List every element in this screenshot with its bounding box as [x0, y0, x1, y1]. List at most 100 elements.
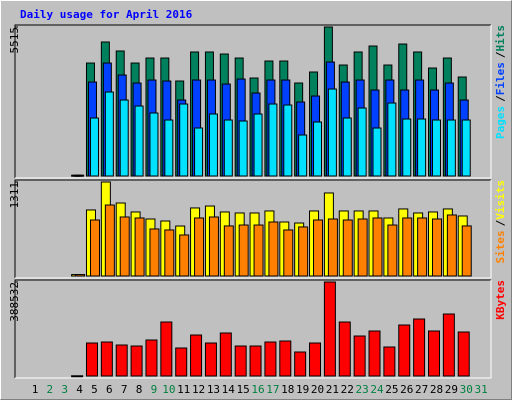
x-tick-label: 29 — [445, 383, 458, 396]
bar — [283, 229, 294, 277]
bar — [160, 321, 173, 377]
bar — [119, 99, 129, 177]
y-tick-label: 1311 — [8, 182, 21, 209]
x-tick-label: 12 — [192, 383, 205, 396]
bar — [264, 341, 277, 377]
bar — [175, 347, 188, 377]
bar — [119, 216, 130, 277]
bar — [238, 224, 249, 277]
legend: Sites /Visits — [494, 180, 507, 264]
bar — [353, 335, 366, 377]
legend-entry: KBytes — [494, 280, 507, 320]
x-tick-label: 16 — [251, 383, 264, 396]
bar — [442, 313, 455, 377]
bar — [446, 119, 456, 177]
bar — [164, 229, 175, 277]
bar — [457, 331, 470, 377]
bar — [190, 334, 203, 377]
bar — [368, 330, 381, 377]
panel-edge-light — [15, 180, 492, 279]
x-tick-label: 2 — [47, 383, 54, 396]
bar — [387, 102, 397, 177]
bar — [194, 217, 205, 277]
bar — [402, 118, 412, 177]
bar — [75, 274, 86, 277]
bar — [89, 219, 100, 277]
bar — [253, 224, 264, 277]
x-tick-label: 3 — [61, 383, 68, 396]
y-tick-label: 5515 — [8, 27, 21, 54]
bar — [219, 332, 232, 377]
bar — [253, 113, 263, 177]
bar — [461, 225, 472, 277]
bar — [342, 117, 352, 177]
x-tick-label: 23 — [356, 383, 369, 396]
panel-edge-dark — [14, 279, 491, 378]
bar — [85, 342, 98, 377]
legend-separator: / — [494, 219, 507, 226]
bar — [372, 217, 383, 277]
bar — [323, 281, 336, 377]
bar — [357, 107, 367, 177]
bar — [149, 228, 160, 277]
bar — [145, 339, 158, 377]
bar — [387, 224, 398, 277]
legend: KBytes — [494, 280, 507, 320]
bar — [71, 375, 84, 378]
legend-entry: Visits — [494, 180, 507, 220]
x-tick-label: 18 — [281, 383, 294, 396]
x-tick-label: 10 — [162, 383, 175, 396]
x-tick-label: 28 — [430, 383, 443, 396]
bar — [298, 134, 308, 177]
bar — [383, 346, 396, 377]
x-tick-label: 21 — [326, 383, 339, 396]
bar — [398, 324, 411, 377]
bar — [204, 342, 217, 377]
bar — [413, 318, 426, 377]
bar — [313, 121, 323, 177]
x-tick-label: 24 — [370, 383, 384, 396]
x-tick-label: 1 — [32, 383, 39, 396]
x-tick-label: 20 — [311, 383, 324, 396]
bar — [279, 340, 292, 377]
panel-edge-light — [15, 280, 492, 379]
bar — [134, 105, 144, 177]
panel-edge-dark — [14, 24, 491, 178]
x-tick-label: 19 — [296, 383, 309, 396]
bar — [75, 174, 85, 177]
panel-edge-light — [15, 25, 492, 179]
bar — [431, 218, 442, 277]
bar — [223, 225, 234, 277]
legend-separator: / — [494, 95, 507, 102]
bar — [294, 351, 307, 377]
bar — [238, 120, 248, 177]
bar — [327, 88, 337, 177]
legend-separator: / — [494, 51, 507, 58]
x-tick-label: 9 — [151, 383, 158, 396]
bar — [104, 204, 115, 277]
bar — [164, 119, 174, 177]
bar — [223, 119, 233, 177]
x-tick-label: 11 — [177, 383, 190, 396]
bar — [208, 113, 218, 177]
legend-entry: Sites — [494, 230, 507, 263]
x-tick-label: 13 — [207, 383, 220, 396]
bar — [115, 344, 128, 377]
bar — [431, 119, 441, 177]
bar — [194, 127, 204, 177]
bar — [461, 119, 471, 177]
x-tick-label: 5 — [91, 383, 98, 396]
bar — [298, 226, 309, 277]
legend-entry: Hits — [494, 25, 507, 52]
x-tick-label: 26 — [400, 383, 413, 396]
bar — [179, 103, 189, 177]
x-tick-label: 8 — [136, 383, 143, 396]
legend-entry: Pages — [494, 106, 507, 139]
bar — [446, 214, 457, 277]
x-tick-label: 15 — [237, 383, 250, 396]
bar — [268, 221, 279, 277]
bar — [89, 117, 99, 177]
y-tick-label: 388532 — [8, 282, 21, 322]
bar — [249, 345, 262, 377]
